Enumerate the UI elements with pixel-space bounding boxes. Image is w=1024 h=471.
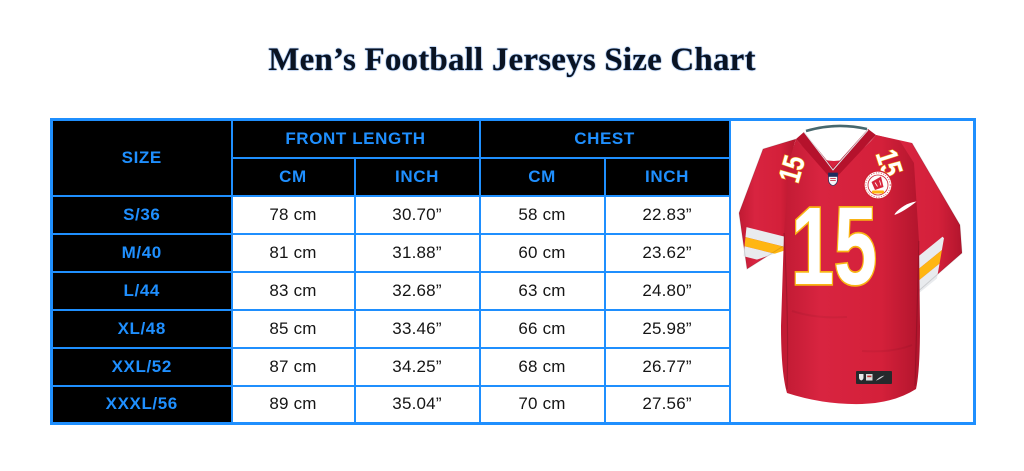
table-row: XXXL/56 89 cm 35.04” 70 cm 27.56” [50, 384, 975, 425]
jersey-collar [796, 124, 877, 181]
size-label-cell: L/44 [50, 270, 233, 311]
value-cell: 23.62” [603, 232, 731, 273]
table-row: S/36 78 cm 30.70” 58 cm 22.83” [50, 194, 975, 235]
size-label-cell: XXL/52 [50, 346, 233, 387]
header-cell-chest: CHEST [478, 118, 731, 159]
value-cell: 22.83” [603, 194, 731, 235]
size-label-cell: XL/48 [50, 308, 233, 349]
header-cell-front-length: FRONT LENGTH [230, 118, 481, 159]
value-cell: 68 cm [478, 346, 606, 387]
jersey-torso [781, 135, 921, 405]
subheader-front-length-cm: CM [230, 156, 356, 197]
value-cell: 81 cm [230, 232, 356, 273]
jersey-number: 15 [791, 185, 877, 308]
value-cell: 89 cm [230, 384, 356, 425]
jersey-illustration: 15 15 [735, 124, 973, 405]
value-cell: 78 cm [230, 194, 356, 235]
value-cell: 60 cm [478, 232, 606, 273]
value-cell: 25.98” [603, 308, 731, 349]
value-cell: 32.68” [353, 270, 481, 311]
page-title: Men’s Football Jerseys Size Chart [268, 42, 756, 78]
table-row: XXL/52 87 cm 34.25” 68 cm 26.77” [50, 346, 975, 387]
size-label-cell: M/40 [50, 232, 233, 273]
value-cell: 35.04” [353, 384, 481, 425]
value-cell: 31.88” [353, 232, 481, 273]
size-label-cell: S/36 [50, 194, 233, 235]
size-label-cell: XXXL/56 [50, 384, 233, 425]
value-cell: 24.80” [603, 270, 731, 311]
value-cell: 85 cm [230, 308, 356, 349]
value-cell: 27.56” [603, 384, 731, 425]
subheader-front-length-inch: INCH [353, 156, 481, 197]
value-cell: 66 cm [478, 308, 606, 349]
header-cell-size: SIZE [50, 118, 233, 197]
value-cell: 33.46” [353, 308, 481, 349]
size-chart-table: SIZE FRONT LENGTH CHEST [50, 118, 977, 425]
value-cell: 87 cm [230, 346, 356, 387]
jersey-product-image: 15 15 [728, 118, 976, 425]
value-cell: 83 cm [230, 270, 356, 311]
value-cell: 63 cm [478, 270, 606, 311]
nfl-shield-icon [828, 172, 839, 187]
nike-swoosh-icon [894, 201, 917, 215]
chiefs-patch-icon [863, 170, 893, 200]
subheader-chest-inch: INCH [603, 156, 731, 197]
value-cell: 30.70” [353, 194, 481, 235]
value-cell: 34.25” [353, 346, 481, 387]
table-row: XL/48 85 cm 33.46” 66 cm 25.98” [50, 308, 975, 349]
value-cell: 70 cm [478, 384, 606, 425]
table-row: L/44 83 cm 32.68” 63 cm 24.80” [50, 270, 975, 311]
table-row: M/40 81 cm 31.88” 60 cm 23.62” [50, 232, 975, 273]
jersey-hem-tag [856, 371, 893, 384]
value-cell: 58 cm [478, 194, 606, 235]
subheader-chest-cm: CM [478, 156, 606, 197]
value-cell: 26.77” [603, 346, 731, 387]
